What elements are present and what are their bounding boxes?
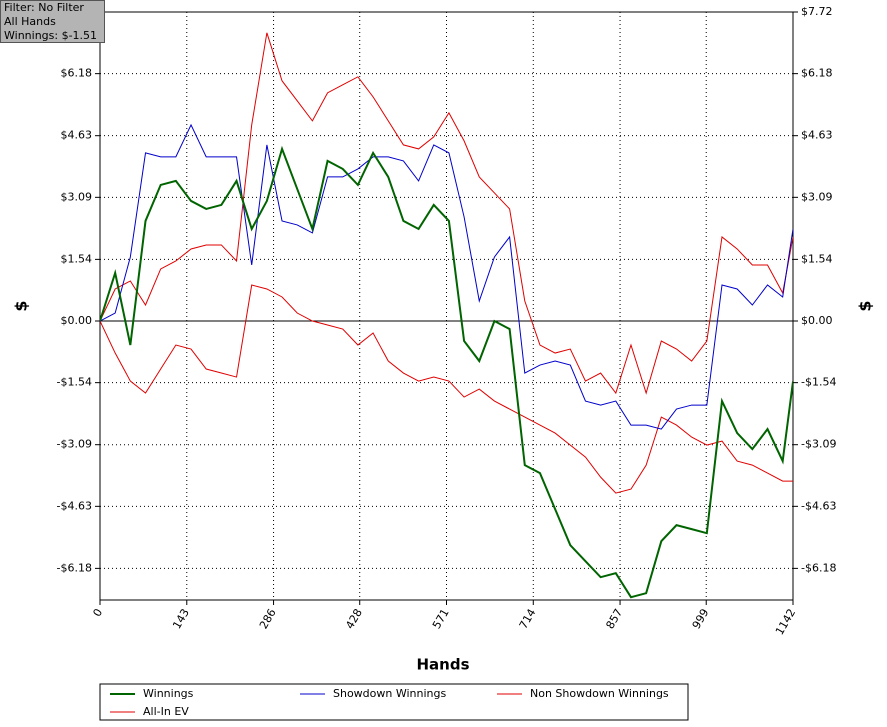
legend-label: Winnings xyxy=(143,687,194,700)
x-tick-label: 999 xyxy=(690,607,712,632)
plot-area xyxy=(99,11,794,601)
series-line xyxy=(100,32,793,395)
x-tick-label: 143 xyxy=(170,607,192,632)
x-tick-label: 857 xyxy=(603,607,625,632)
y2-tick-label: -$3.09 xyxy=(801,438,836,451)
y2-tick-label: $7.72 xyxy=(801,5,833,18)
y2-axis-label: $ xyxy=(856,300,875,311)
legend-label: Showdown Winnings xyxy=(333,687,447,700)
series-line xyxy=(100,145,793,599)
y-tick-label: $3.09 xyxy=(61,190,93,203)
y-tick-label: -$4.63 xyxy=(57,499,92,512)
x-axis-label: Hands xyxy=(416,656,469,674)
legend-label: Non Showdown Winnings xyxy=(530,687,669,700)
y2-tick-label: $0.00 xyxy=(801,314,833,327)
x-tick-label: 571 xyxy=(430,607,452,632)
x-tick-label: 0 xyxy=(90,607,105,620)
y-tick-label: $0.00 xyxy=(61,314,93,327)
y2-tick-label: -$6.18 xyxy=(801,561,836,574)
y-tick-label: $1.54 xyxy=(61,252,93,265)
x-tick-label: 714 xyxy=(517,607,539,632)
y2-tick-label: -$4.63 xyxy=(801,499,836,512)
y-axis-label: $ xyxy=(12,300,31,311)
x-tick-label: 428 xyxy=(343,607,365,632)
y-tick-label: -$6.18 xyxy=(57,561,92,574)
info-line: All Hands xyxy=(4,15,56,28)
x-tick-label: 1142 xyxy=(773,607,798,638)
info-box: Filter: No Filter All Hands Winnings: $-… xyxy=(0,0,105,43)
y2-tick-label: $6.18 xyxy=(801,67,833,80)
series-line xyxy=(100,284,793,494)
y-tick-label: $6.18 xyxy=(61,67,93,80)
x-tick-label: 286 xyxy=(257,607,279,632)
y2-tick-label: $1.54 xyxy=(801,252,833,265)
y2-tick-label: $4.63 xyxy=(801,129,833,142)
y2-tick-label: $3.09 xyxy=(801,190,833,203)
y-tick-label: $4.63 xyxy=(61,129,93,142)
series-line xyxy=(100,123,793,430)
y-tick-label: -$1.54 xyxy=(57,376,92,389)
y-tick-label: -$3.09 xyxy=(57,438,92,451)
info-line: Filter: No Filter xyxy=(4,1,84,14)
legend xyxy=(99,683,689,721)
legend-label: All-In EV xyxy=(143,705,189,718)
info-line: Winnings: $-1.51 xyxy=(4,29,98,42)
y2-tick-label: -$1.54 xyxy=(801,376,836,389)
